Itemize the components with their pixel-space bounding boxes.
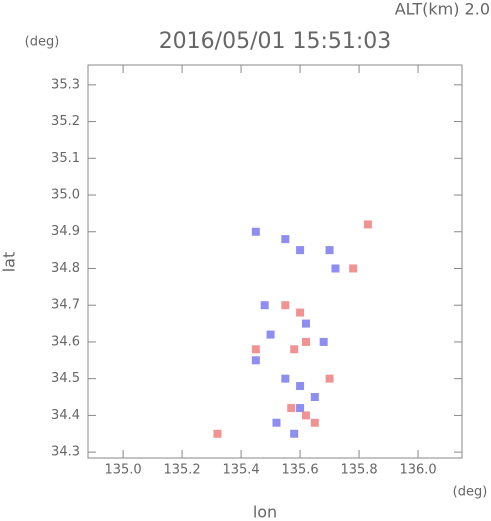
y-tick-label: 34.9: [51, 224, 80, 239]
echo-point: [290, 429, 299, 438]
echo-point: [296, 246, 305, 255]
echo-point: [251, 356, 260, 365]
echo-point: [310, 393, 319, 402]
echo-point: [331, 264, 340, 273]
echo-point: [296, 308, 305, 317]
x-tick-label: 135.0: [104, 463, 141, 478]
y-axis-label: lat: [0, 252, 19, 273]
echo-point: [251, 227, 260, 236]
echo-point: [272, 418, 281, 427]
echo-point: [301, 411, 310, 420]
echo-point: [363, 220, 372, 229]
echo-point: [319, 337, 328, 346]
x-axis-label: lon: [253, 503, 277, 521]
x-tick-label: 135.4: [222, 463, 259, 478]
echo-point: [349, 264, 358, 273]
echo-point: [260, 301, 269, 310]
y-tick-label: 34.5: [51, 371, 80, 386]
echo-point: [266, 330, 275, 339]
plot-frame: [87, 64, 463, 459]
echo-point: [290, 345, 299, 354]
echo-point: [281, 374, 290, 383]
x-tick-label: 135.6: [281, 463, 318, 478]
echo-point: [281, 235, 290, 244]
echo-point: [301, 319, 310, 328]
y-tick-label: 34.3: [51, 445, 80, 460]
y-tick-label: 35.1: [51, 151, 80, 166]
echo-point: [296, 382, 305, 391]
y-tick-label: 34.7: [51, 298, 80, 313]
y-tick-label: 35.2: [51, 114, 80, 129]
y-tick-label: 34.4: [51, 408, 80, 423]
echo-point: [310, 418, 319, 427]
y-unit: (deg): [25, 35, 60, 50]
chart-title: 2016/05/01 15:51:03: [159, 29, 392, 54]
x-unit: (deg): [453, 485, 488, 500]
x-tick-label: 135.8: [340, 463, 377, 478]
x-tick-label: 135.2: [163, 463, 200, 478]
echo-point: [325, 374, 334, 383]
y-tick-label: 35.0: [51, 188, 80, 203]
echo-point: [213, 429, 222, 438]
chart-subtitle: ALT(km) 2.0: [395, 0, 490, 19]
echo-point: [251, 345, 260, 354]
y-tick-label: 35.3: [51, 77, 80, 92]
echo-point: [287, 404, 296, 413]
echo-point: [301, 337, 310, 346]
echo-point: [296, 404, 305, 413]
echo-point: [281, 301, 290, 310]
y-tick-label: 34.6: [51, 334, 80, 349]
y-tick-label: 34.8: [51, 261, 80, 276]
x-tick-label: 136.0: [399, 463, 436, 478]
echo-point: [325, 246, 334, 255]
